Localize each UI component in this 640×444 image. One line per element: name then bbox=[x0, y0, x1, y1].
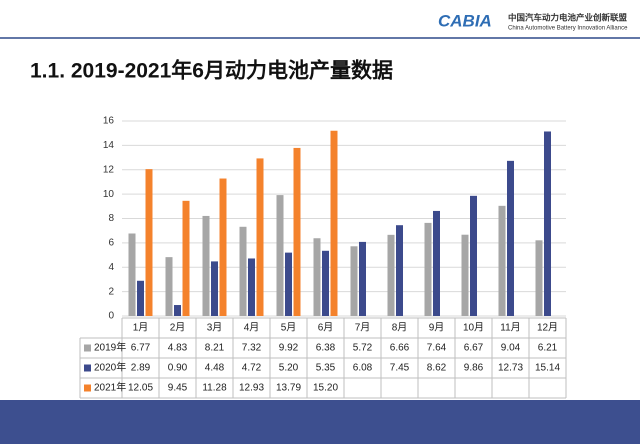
bar bbox=[396, 225, 403, 316]
table-value: 12.73 bbox=[498, 363, 523, 374]
bar bbox=[239, 226, 247, 316]
x-tick-label: 2月 bbox=[170, 322, 186, 334]
x-tick-label: 8月 bbox=[392, 322, 408, 334]
legend-swatch bbox=[84, 344, 91, 352]
table-value: 6.21 bbox=[538, 343, 558, 354]
org-name: 中国汽车动力电池产业创新联盟 bbox=[508, 12, 628, 22]
y-tick-label: 14 bbox=[103, 140, 115, 151]
y-tick-label: 8 bbox=[108, 213, 114, 224]
y-tick-label: 10 bbox=[103, 189, 115, 200]
bar bbox=[293, 147, 301, 316]
bar bbox=[359, 241, 366, 316]
bar bbox=[202, 215, 210, 316]
x-tick-label: 9月 bbox=[429, 322, 445, 334]
bar bbox=[256, 158, 264, 316]
table-value: 8.62 bbox=[427, 363, 447, 374]
bar bbox=[544, 131, 551, 316]
table-value: 4.72 bbox=[242, 363, 262, 374]
table-value: 9.92 bbox=[279, 343, 299, 354]
y-tick-label: 16 bbox=[103, 116, 115, 127]
chart-title: 1.1. 2019-2021年6月动力电池产量数据 bbox=[30, 59, 393, 83]
legend-label: 2019年 bbox=[94, 341, 126, 354]
table-value: 7.45 bbox=[390, 363, 410, 374]
table-value: 7.64 bbox=[427, 343, 447, 354]
bar bbox=[248, 258, 255, 316]
bar bbox=[330, 130, 338, 316]
bar bbox=[137, 280, 144, 316]
bar bbox=[145, 169, 153, 316]
table-value: 9.86 bbox=[464, 363, 484, 374]
table-value: 7.32 bbox=[242, 343, 262, 354]
bar bbox=[128, 233, 136, 316]
bar bbox=[470, 195, 477, 316]
table-value: 9.04 bbox=[501, 343, 521, 354]
bar bbox=[276, 195, 284, 316]
table-value: 4.48 bbox=[205, 363, 225, 374]
bar bbox=[285, 252, 292, 316]
table-value: 12.93 bbox=[239, 383, 264, 394]
footer-band bbox=[0, 400, 640, 444]
table-value: 5.72 bbox=[353, 343, 373, 354]
table-value: 5.20 bbox=[279, 363, 299, 374]
table-value: 13.79 bbox=[276, 383, 301, 394]
legend-swatch bbox=[84, 364, 91, 372]
table-value: 8.21 bbox=[205, 343, 225, 354]
bar bbox=[211, 261, 218, 316]
table-value: 4.83 bbox=[168, 343, 188, 354]
table-value: 2.89 bbox=[131, 363, 151, 374]
bar bbox=[182, 200, 190, 316]
org-name-en: China Automotive Battery Innovation Alli… bbox=[508, 26, 628, 32]
y-tick-label: 12 bbox=[103, 164, 115, 175]
table-value: 11.28 bbox=[202, 383, 227, 394]
table-value: 6.08 bbox=[353, 363, 373, 374]
bar bbox=[350, 246, 358, 316]
y-tick-label: 6 bbox=[108, 238, 114, 249]
bar bbox=[535, 240, 543, 316]
table-value: 6.38 bbox=[316, 343, 336, 354]
x-tick-label: 1月 bbox=[133, 322, 149, 334]
table-value: 0.90 bbox=[168, 363, 188, 374]
bar bbox=[387, 234, 395, 316]
x-tick-label: 11月 bbox=[500, 322, 520, 334]
legend-label: 2021年 bbox=[94, 381, 126, 394]
table-value: 12.05 bbox=[128, 383, 153, 394]
y-tick-label: 4 bbox=[108, 262, 114, 273]
table-value: 15.20 bbox=[313, 383, 338, 394]
x-tick-label: 10月 bbox=[463, 322, 484, 334]
table-value: 9.45 bbox=[168, 383, 188, 394]
x-tick-label: 12月 bbox=[537, 322, 558, 334]
bar bbox=[165, 257, 173, 316]
bar bbox=[461, 234, 469, 316]
bar bbox=[507, 160, 514, 316]
table-value: 15.14 bbox=[535, 363, 560, 374]
bar bbox=[433, 210, 440, 316]
table-value: 6.77 bbox=[131, 343, 151, 354]
logo: CABIA bbox=[438, 11, 492, 30]
y-tick-label: 0 bbox=[108, 311, 114, 322]
bar bbox=[322, 250, 329, 316]
bar bbox=[174, 305, 181, 316]
x-tick-label: 5月 bbox=[281, 322, 297, 334]
table-value: 6.67 bbox=[464, 343, 484, 354]
x-tick-label: 7月 bbox=[355, 322, 371, 334]
bar bbox=[313, 238, 321, 316]
legend-label: 2020年 bbox=[94, 361, 126, 374]
x-tick-label: 3月 bbox=[207, 322, 223, 334]
legend-swatch bbox=[84, 384, 91, 392]
bar bbox=[498, 205, 506, 316]
bar bbox=[424, 222, 432, 316]
table-value: 6.66 bbox=[390, 343, 410, 354]
y-tick-label: 2 bbox=[108, 286, 114, 297]
x-tick-label: 4月 bbox=[244, 322, 260, 334]
table-value: 5.35 bbox=[316, 363, 336, 374]
x-tick-label: 6月 bbox=[318, 322, 334, 334]
bar bbox=[219, 178, 227, 316]
